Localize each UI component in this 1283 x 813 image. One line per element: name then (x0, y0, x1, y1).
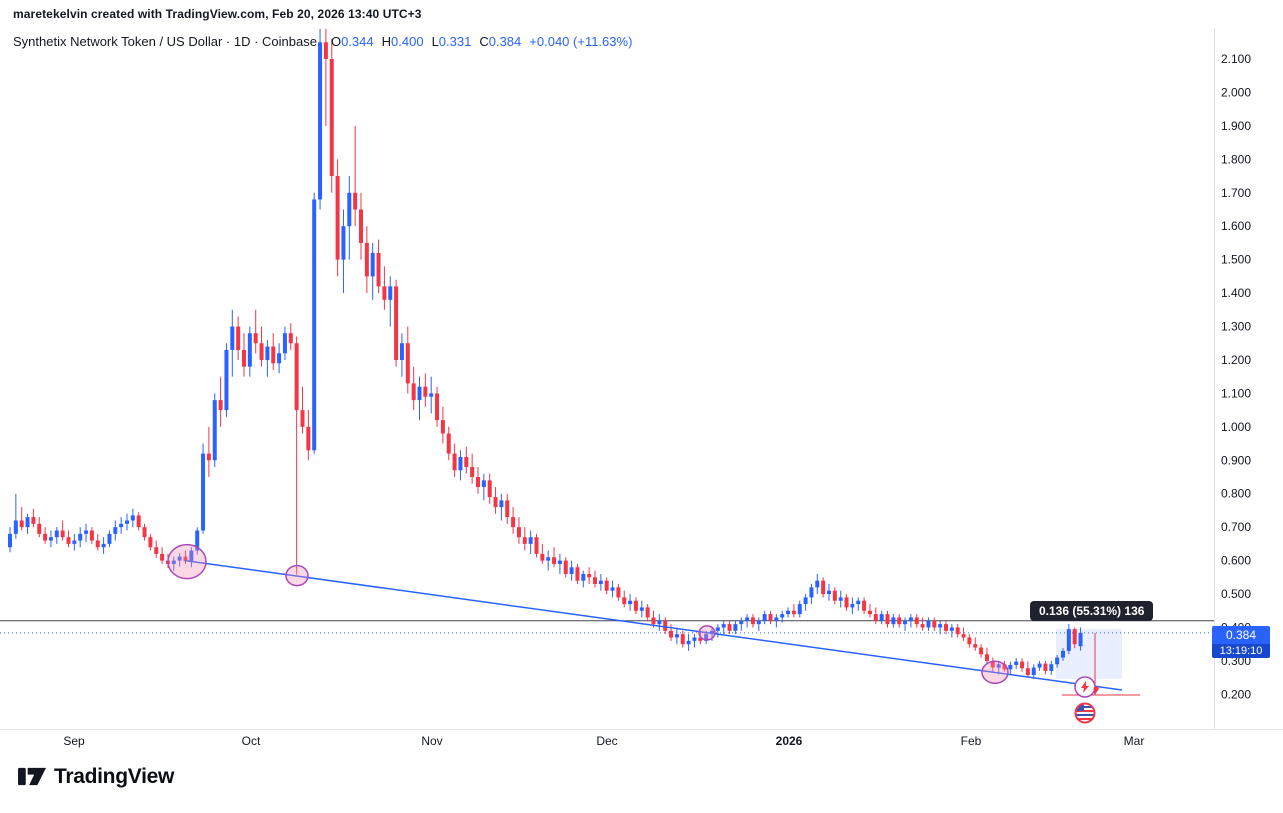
price-axis-labels[interactable]: 2.100 2.000 1.900 1.800 1.700 1.600 1.500 1.400… (1221, 52, 1251, 701)
price-tick-label: 0.700 (1221, 520, 1251, 534)
time-tick-label: Sep (63, 734, 85, 748)
time-tick-label: Feb (960, 734, 982, 748)
descending-trendline-drawing[interactable] (184, 559, 1123, 691)
price-tick-label: 1.900 (1221, 119, 1251, 133)
symbol-title: Synthetix Network Token / US Dollar · 1D… (13, 34, 317, 49)
price-tick-label: 0.900 (1221, 453, 1251, 467)
price-tick-label: 1.300 (1221, 320, 1251, 334)
price-tick-label: 1.800 (1221, 152, 1251, 166)
tradingview-logo-text: TradingView (54, 764, 175, 788)
price-tick-label: 1.500 (1221, 253, 1251, 267)
chart-canvas[interactable]: 2.100 2.000 1.900 1.800 1.700 1.600 1.500 1.400… (0, 0, 1283, 756)
time-tick-label: 2026 (775, 734, 803, 748)
price-tick-label: 1.700 (1221, 186, 1251, 200)
price-tick-label: 2.100 (1221, 52, 1251, 66)
last-price-badge: 0.384 13:19:10 (1212, 626, 1270, 658)
tradingview-logo[interactable]: TradingView (18, 763, 174, 790)
open-label: O (330, 34, 342, 49)
price-tick-label: 0.800 (1221, 487, 1251, 501)
attribution-text: maretekelvin created with TradingView.co… (13, 7, 422, 21)
ellipse-marker-drawing[interactable] (167, 543, 207, 580)
symbol-info-bar: Synthetix Network Token / US Dollar · 1D… (13, 34, 632, 49)
last-price-value: 0.384 (1212, 626, 1270, 644)
flash-emoji-sticker-icon[interactable] (1074, 676, 1099, 698)
close-label: C (479, 34, 489, 49)
open-value: 0.344 (341, 34, 374, 49)
usa-flag-emoji-sticker-icon[interactable] (1074, 702, 1096, 724)
ellipse-marker-drawing[interactable] (981, 660, 1009, 685)
tradingview-logo-icon (18, 767, 46, 786)
price-tick-label: 1.000 (1221, 420, 1251, 434)
high-value: 0.400 (391, 34, 424, 49)
candles-layer (8, 28, 1083, 679)
time-tick-label: Oct (241, 734, 261, 748)
price-tick-label: 1.600 (1221, 219, 1251, 233)
price-range-box[interactable] (1056, 629, 1122, 679)
price-tick-label: 2.000 (1221, 85, 1251, 99)
price-range-measurement-label[interactable]: 0.136 (55.31%) 136 (1030, 601, 1154, 621)
time-tick-label: Dec (596, 734, 618, 748)
change-value: +0.040 (+11.63%) (529, 34, 633, 49)
time-tick-label: Mar (1123, 734, 1145, 748)
price-tick-label: 1.100 (1221, 386, 1251, 400)
time-tick-label: Nov (421, 734, 443, 748)
price-tick-label: 0.600 (1221, 554, 1251, 568)
low-label: L (431, 34, 439, 49)
price-tick-label: 1.400 (1221, 286, 1251, 300)
ellipse-marker-drawing[interactable] (698, 625, 716, 641)
high-label: H (381, 34, 392, 49)
price-tick-label: 0.500 (1221, 587, 1251, 601)
ellipse-marker-drawing[interactable] (285, 564, 309, 587)
time-axis[interactable]: Sep Oct Nov Dec 2026 Feb Mar (0, 730, 1214, 752)
price-tick-label: 0.200 (1221, 687, 1251, 701)
price-tick-label: 1.200 (1221, 353, 1251, 367)
low-value: 0.331 (438, 34, 472, 49)
bar-countdown-timer: 13:19:10 (1212, 644, 1270, 658)
close-value: 0.384 (488, 34, 522, 49)
